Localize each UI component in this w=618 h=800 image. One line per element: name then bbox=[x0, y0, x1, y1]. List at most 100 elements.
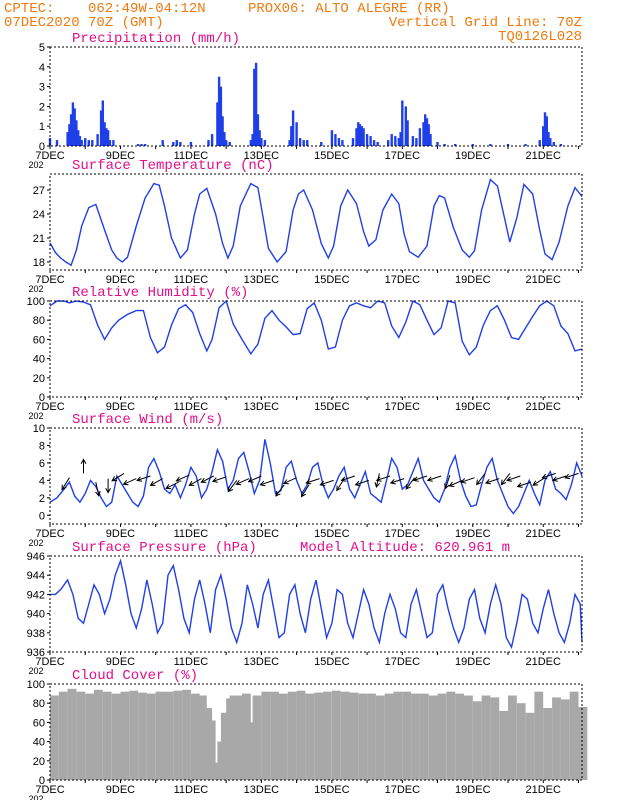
precip-bar bbox=[390, 134, 393, 146]
y-tick-label: 0 bbox=[39, 392, 45, 404]
x-tick-label: 15DEC bbox=[314, 656, 350, 668]
panel-precip: 0 1 2 3 4 5 7DEC 9DEC 11DEC 13DEC 15DEC 17DEC 19DEC 2… bbox=[28, 31, 583, 170]
precip-title: Precipitation (mm/h) bbox=[72, 31, 240, 47]
cloud-bar bbox=[543, 708, 552, 780]
precip-bar bbox=[358, 124, 362, 146]
x-tick-label: 7DEC bbox=[35, 274, 64, 286]
y-tick-label: 4 bbox=[39, 62, 45, 74]
cloud-bar bbox=[340, 691, 350, 780]
precip-bar bbox=[80, 140, 83, 146]
x-tick-label: 7DEC bbox=[35, 401, 64, 413]
wind-arrow bbox=[247, 475, 262, 483]
precip-bar bbox=[189, 142, 193, 146]
temp-line bbox=[49, 178, 583, 267]
precip-bar bbox=[425, 118, 429, 146]
y-tick-label: 2 bbox=[39, 493, 45, 505]
wind-arrow bbox=[61, 477, 70, 491]
precip-bar bbox=[225, 140, 228, 146]
precip-bar bbox=[357, 122, 360, 146]
precip-bar bbox=[73, 108, 76, 146]
cloud-title: Cloud Cover (%) bbox=[72, 668, 198, 684]
x-tick-label: 11DEC bbox=[174, 274, 209, 286]
cloud-bar bbox=[525, 712, 535, 780]
y-tick-label: 936 bbox=[27, 647, 45, 659]
wind-arrow bbox=[305, 478, 320, 485]
x-tick-label: 7DEC bbox=[35, 656, 64, 668]
y-tick-label: 20 bbox=[33, 373, 45, 385]
cloud-bar bbox=[138, 692, 147, 780]
cloud-bar bbox=[472, 701, 482, 780]
wind-arrow bbox=[149, 478, 163, 486]
wind-arrow bbox=[541, 472, 556, 480]
cloud-bar bbox=[111, 693, 121, 780]
precip-bar bbox=[223, 132, 226, 146]
x-tick-label: 9DEC bbox=[106, 656, 135, 668]
x-tick-label: 13DEC bbox=[244, 274, 280, 286]
x-tick-label: 9DEC bbox=[106, 150, 135, 162]
precip-bar bbox=[175, 140, 178, 146]
y-tick-label: 4 bbox=[39, 475, 45, 487]
precip-bar bbox=[91, 140, 94, 146]
wind-arrow bbox=[211, 476, 227, 483]
cloud-bar bbox=[220, 712, 230, 780]
x-tick-label: 15DEC bbox=[314, 784, 350, 796]
precip-bar bbox=[136, 144, 140, 146]
rh-frame bbox=[49, 300, 583, 398]
x-tick-label: 11DEC bbox=[174, 656, 209, 668]
y-tick-label: 940 bbox=[27, 609, 45, 621]
cloud-bar bbox=[261, 691, 271, 780]
cloud-bar bbox=[198, 695, 207, 780]
cloud-bar bbox=[490, 697, 500, 780]
temp-title: Surface Temperature (nC) bbox=[72, 158, 274, 174]
precip-bar bbox=[372, 140, 376, 146]
x-tick-label: 13DEC bbox=[244, 784, 280, 796]
cloud-bar bbox=[358, 693, 368, 780]
precip-bar bbox=[216, 102, 219, 146]
x-year-stub: 202 bbox=[28, 160, 43, 170]
cloud-bar bbox=[331, 690, 341, 780]
x-tick-label: 21DEC bbox=[526, 150, 562, 162]
precip-bar bbox=[105, 128, 108, 146]
cloud-bar bbox=[349, 692, 359, 780]
precip-bar bbox=[55, 140, 59, 146]
y-tick-label: 1 bbox=[39, 121, 45, 133]
wind-arrow bbox=[105, 478, 111, 494]
header: CPTEC: 062:49W-04:12N PROX06: ALTO ALEGR… bbox=[4, 1, 582, 45]
cloud-bar bbox=[419, 693, 429, 780]
cloud-bar bbox=[455, 693, 464, 780]
y-tick-label: 0 bbox=[39, 775, 45, 787]
precip-bar bbox=[143, 144, 147, 146]
wind-arrow bbox=[448, 479, 463, 487]
cloud-bar bbox=[233, 695, 242, 780]
precip-bar bbox=[217, 76, 221, 146]
x-tick-label: 11DEC bbox=[174, 401, 209, 413]
cloud-bar bbox=[464, 695, 473, 780]
precip-bar bbox=[424, 114, 427, 146]
model-altitude: Model Altitude: 620.961 m bbox=[300, 540, 510, 556]
wind-arrow bbox=[506, 475, 521, 482]
cloud-bar bbox=[190, 693, 200, 780]
x-tick-label: 19DEC bbox=[455, 401, 491, 413]
precip-bar bbox=[549, 138, 552, 146]
precip-bar bbox=[96, 134, 99, 146]
precip-bar bbox=[422, 122, 425, 146]
cloud-bar bbox=[287, 691, 297, 780]
x-tick-label: 19DEC bbox=[455, 528, 491, 540]
precip-bar bbox=[219, 86, 223, 146]
header-source: CPTEC: bbox=[4, 1, 54, 17]
precip-bar bbox=[351, 138, 355, 146]
precip-bar bbox=[436, 142, 439, 146]
rh-line bbox=[49, 299, 583, 357]
wind-arrow bbox=[389, 478, 405, 485]
wind-arrow bbox=[412, 475, 428, 482]
wind-arrow bbox=[484, 478, 500, 485]
cloud-bar bbox=[534, 691, 544, 780]
x-year-stub: 202 bbox=[28, 666, 43, 676]
cloud-bar bbox=[428, 695, 438, 780]
precip-bar bbox=[427, 124, 430, 146]
wind-arrow bbox=[319, 479, 334, 487]
cloud-bar bbox=[164, 691, 174, 780]
precip-bar bbox=[415, 138, 418, 146]
y-tick-label: 60 bbox=[33, 334, 45, 346]
cloud-bar bbox=[314, 692, 323, 780]
